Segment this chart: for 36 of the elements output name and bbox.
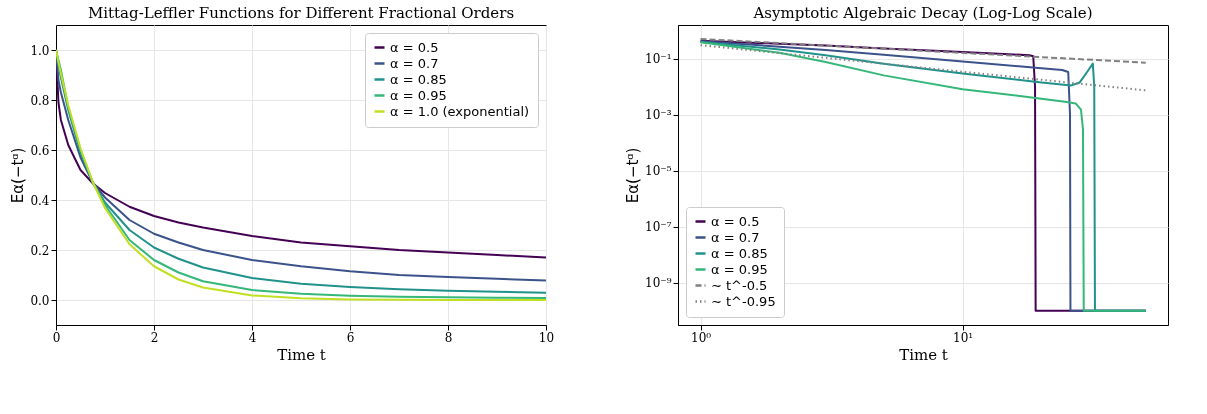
y-tick-label: 10⁻⁷ (645, 220, 672, 235)
legend-label: α = 0.7 (390, 55, 439, 71)
legend-label: α = 1.0 (exponential) (390, 103, 530, 119)
legend-label: α = 0.7 (711, 229, 760, 245)
y-tick-label: 0.8 (30, 93, 50, 108)
x-tick-label: 8 (444, 330, 453, 345)
y-tick-label: 0.6 (30, 143, 50, 158)
x-tick-label: 10⁰ (691, 330, 712, 345)
legend-label: α = 0.95 (711, 261, 768, 277)
x-tick-label: 6 (346, 330, 355, 345)
y-tick-label: 10⁻⁹ (645, 276, 672, 291)
x-tick-label: 2 (150, 330, 159, 345)
x-axis-title: Time t (899, 345, 948, 364)
legend-label: α = 0.85 (390, 71, 447, 87)
legend-label: α = 0.85 (711, 245, 768, 261)
x-tick-label: 10¹ (953, 330, 974, 345)
chart-title: Asymptotic Algebraic Decay (Log-Log Scale) (752, 4, 1093, 22)
legend-label: α = 0.5 (711, 213, 760, 229)
y-tick-label: 10⁻³ (645, 108, 672, 123)
y-axis-title: Eα(−tᵅ) (624, 147, 643, 204)
y-tick-label: 0.0 (30, 293, 50, 308)
y-axis-title: Eα(−tᵅ) (9, 147, 28, 204)
legend-label: α = 0.5 (390, 39, 439, 55)
x-tick-label: 0 (52, 330, 61, 345)
y-tick-label: 1.0 (30, 43, 50, 58)
chart-title: Mittag-Leffler Functions for Different Fractional Orders (87, 4, 515, 22)
legend-label: ∼ t^-0.5 (711, 277, 768, 293)
y-tick-label: 0.2 (30, 243, 50, 258)
x-tick-label: 4 (248, 330, 257, 345)
x-tick-label: 10 (538, 330, 555, 345)
y-tick-label: 10⁻¹ (645, 52, 672, 67)
y-tick-label: 10⁻⁵ (645, 164, 672, 179)
y-tick-label: 0.4 (30, 193, 50, 208)
legend-label: ∼ t^-0.95 (711, 293, 776, 309)
legend-label: α = 0.95 (390, 87, 447, 103)
x-axis-title: Time t (277, 345, 326, 364)
